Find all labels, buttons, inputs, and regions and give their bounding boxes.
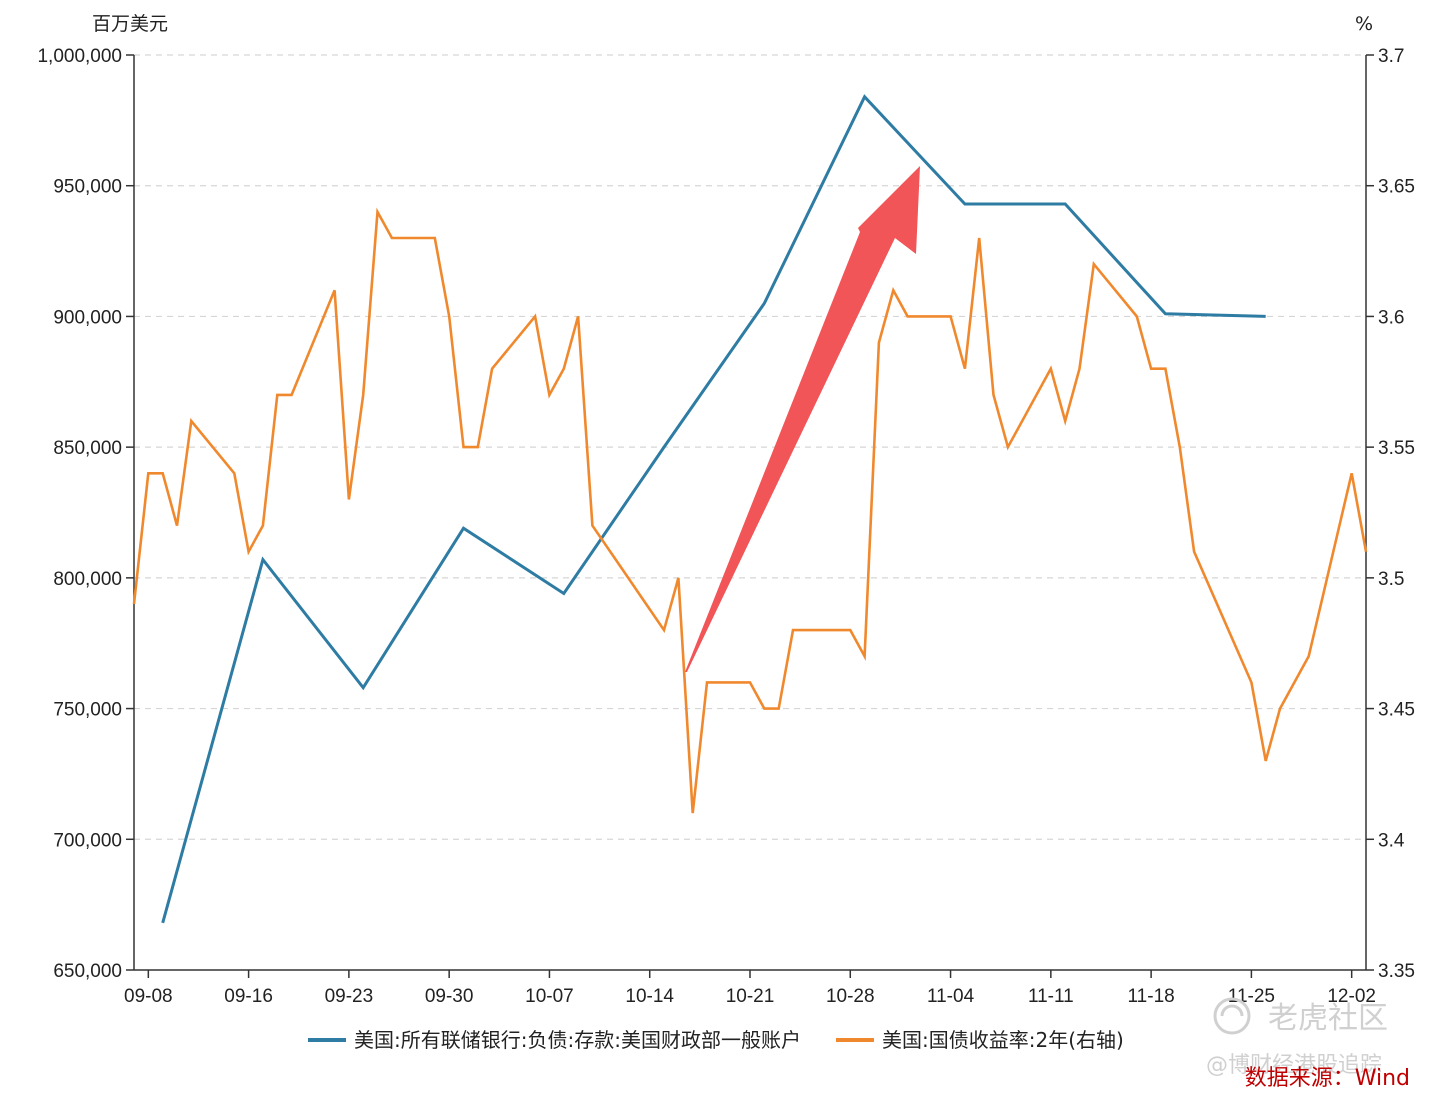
axes: 百万美元 % 1,000,000 950,000 900,000 850,000 800… — [37, 13, 1415, 1007]
arrow-shape — [685, 166, 920, 672]
right-tick-label: 3.45 — [1378, 700, 1415, 721]
right-tick-label: 3.55 — [1378, 438, 1415, 459]
right-tick-label: 3.65 — [1378, 177, 1415, 198]
left-tick-label: 1,000,000 — [37, 46, 122, 67]
left-tick-label: 800,000 — [53, 569, 122, 590]
left-tick-label: 850,000 — [53, 438, 122, 459]
watermark-sub-text: @博财经港股追踪 — [1206, 1053, 1382, 1078]
legend-label-series-1: 美国:所有联储银行:负债:存款:美国财政部一般账户 — [354, 1028, 801, 1052]
data-source-label: 数据来源：Wind — [1245, 1066, 1410, 1091]
x-tick-label: 10-07 — [525, 986, 574, 1007]
series-lines — [132, 94, 1368, 924]
x-tick-label: 11-11 — [1028, 986, 1074, 1007]
watermark: 老虎社区 @博财经港股追踪 — [1206, 997, 1388, 1078]
x-tick-label: 11-04 — [927, 986, 975, 1007]
left-tick-label: 900,000 — [53, 307, 122, 328]
legend: 美国:所有联储银行:负债:存款:美国财政部一般账户 美国:国债收益率:2年(右轴… — [308, 1028, 1124, 1052]
x-tick-label: 09-16 — [224, 986, 273, 1007]
right-tick-label: 3.5 — [1378, 569, 1404, 590]
series-line-1 — [161, 94, 1266, 924]
left-tick-label: 700,000 — [53, 830, 122, 851]
watermark-logo-icon — [1213, 997, 1251, 1035]
left-tick-label: 750,000 — [53, 700, 122, 721]
x-tick-label: 11-18 — [1128, 986, 1175, 1007]
right-tick-label: 3.7 — [1378, 46, 1404, 67]
watermark-main-text: 老虎社区 — [1268, 1001, 1388, 1036]
left-tick-label: 650,000 — [53, 961, 122, 982]
x-tick-label: 09-30 — [425, 986, 474, 1007]
right-tick-label: 3.35 — [1378, 961, 1415, 982]
gridlines — [134, 54, 1366, 840]
x-tick-label: 09-23 — [325, 986, 374, 1007]
right-tick-label: 3.4 — [1378, 830, 1405, 851]
right-axis-unit: % — [1355, 13, 1373, 35]
x-tick-label: 12-02 — [1327, 986, 1376, 1007]
left-tick-label: 950,000 — [53, 177, 122, 198]
x-tick-label: 09-08 — [124, 986, 173, 1007]
series-line-2 — [132, 207, 1368, 814]
legend-label-series-2: 美国:国债收益率:2年(右轴) — [882, 1028, 1124, 1052]
x-tick-label: 10-21 — [726, 986, 775, 1007]
x-tick-label: 10-14 — [625, 986, 674, 1007]
arrow-annotation — [685, 166, 920, 672]
x-tick-label: 10-28 — [826, 986, 875, 1007]
left-axis-unit: 百万美元 — [92, 13, 168, 35]
right-tick-label: 3.6 — [1378, 307, 1404, 328]
